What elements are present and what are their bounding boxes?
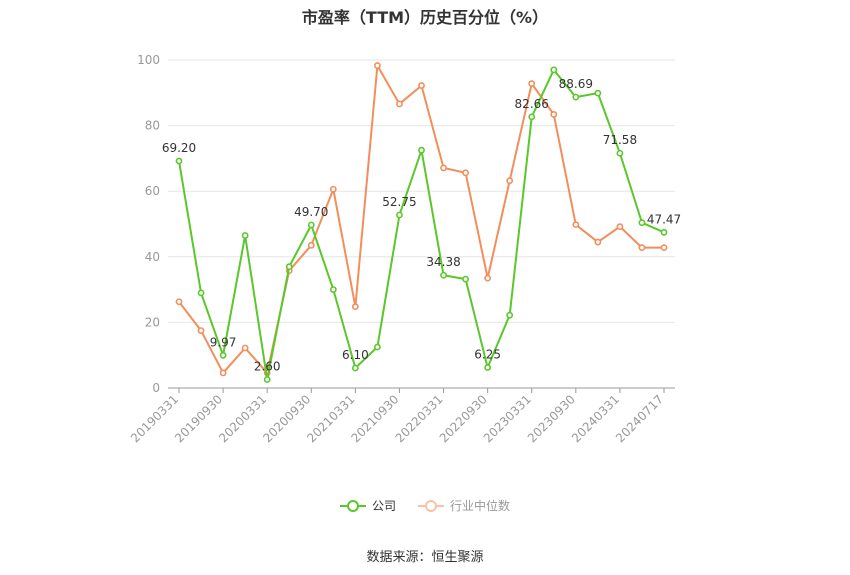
data-label: 6.25 xyxy=(474,348,501,362)
data-point-industry-median xyxy=(351,303,359,311)
data-label: 82.66 xyxy=(515,97,549,111)
data-point-company xyxy=(550,66,558,74)
data-point-industry-median xyxy=(462,169,469,177)
data-point-industry-median xyxy=(616,223,624,231)
data-point-company xyxy=(528,113,536,121)
data-point-industry-median xyxy=(329,185,337,193)
data-label: 47.47 xyxy=(647,212,681,226)
data-label: 49.70 xyxy=(294,205,328,219)
data-label: 69.20 xyxy=(162,141,196,155)
data-point-company xyxy=(462,275,469,283)
legend-dot-company xyxy=(346,499,359,512)
y-tick-label: 60 xyxy=(145,184,160,198)
data-point-company xyxy=(506,311,514,319)
data-point-company xyxy=(374,343,381,351)
legend-item-industry-median[interactable]: 行业中位数 xyxy=(418,497,510,514)
data-point-industry-median xyxy=(506,177,514,185)
data-point-industry-median xyxy=(440,164,447,172)
data-point-company xyxy=(594,89,602,97)
data-point-company xyxy=(175,157,183,165)
data-point-industry-median xyxy=(594,238,602,246)
data-point-industry-median xyxy=(638,244,646,252)
y-tick-label: 0 xyxy=(152,381,160,395)
chart-title: 市盈率（TTM）历史百分位（%） xyxy=(301,8,549,27)
legend-marker-industry-median xyxy=(418,499,444,512)
data-point-company xyxy=(307,221,315,229)
data-point-industry-median xyxy=(418,82,425,89)
legend-label-company: 公司 xyxy=(371,499,396,513)
legend-item-company[interactable]: 公司 xyxy=(339,497,396,514)
data-label: 52.75 xyxy=(382,195,416,209)
data-point-company xyxy=(241,232,249,239)
data-point-company xyxy=(351,364,359,372)
data-point-industry-median xyxy=(307,241,315,249)
data-label: 34.38 xyxy=(426,255,460,269)
data-label: 2.60 xyxy=(254,359,281,373)
data-point-company xyxy=(418,146,425,154)
data-point-industry-median xyxy=(484,274,492,282)
data-point-company xyxy=(638,219,646,227)
legend-marker-company xyxy=(339,499,366,512)
data-point-industry-median xyxy=(219,369,227,377)
data-point-company xyxy=(263,376,271,383)
data-point-company xyxy=(396,211,403,219)
data-point-industry-median xyxy=(175,298,183,306)
data-point-industry-median xyxy=(528,80,536,88)
data-label: 6.10 xyxy=(342,348,369,362)
data-point-industry-median xyxy=(396,100,403,108)
data-point-company xyxy=(572,93,580,101)
y-tick-label: 100 xyxy=(137,53,160,67)
data-label: 9.97 xyxy=(210,335,237,349)
data-label: 88.69 xyxy=(559,77,593,91)
chart-legend: 公司 行业中位数 xyxy=(0,497,850,514)
data-point-industry-median xyxy=(572,221,580,229)
data-point-industry-median xyxy=(550,111,558,118)
data-point-company xyxy=(484,364,492,371)
data-point-industry-median xyxy=(374,62,381,69)
y-tick-label: 20 xyxy=(145,315,160,329)
legend-label-industry-median: 行业中位数 xyxy=(450,499,511,513)
data-point-company xyxy=(219,351,227,359)
legend-dot-industry-median xyxy=(425,499,437,512)
data-point-company xyxy=(660,228,668,236)
data-point-company xyxy=(329,286,337,293)
data-point-industry-median xyxy=(241,344,249,352)
data-point-company xyxy=(616,149,624,157)
data-point-industry-median xyxy=(197,327,205,334)
series-line-company xyxy=(178,68,665,381)
x-tick-label: 20240717 xyxy=(613,392,666,445)
y-tick-label: 80 xyxy=(145,119,160,133)
data-source: 数据来源：恒生聚源 xyxy=(366,550,484,565)
series-line-industry-median xyxy=(178,64,664,374)
data-point-company xyxy=(197,289,205,297)
data-point-company xyxy=(285,263,293,271)
data-point-company xyxy=(440,271,447,279)
data-label: 71.58 xyxy=(603,133,637,147)
data-point-industry-median xyxy=(660,244,668,252)
y-tick-label: 40 xyxy=(145,250,160,264)
